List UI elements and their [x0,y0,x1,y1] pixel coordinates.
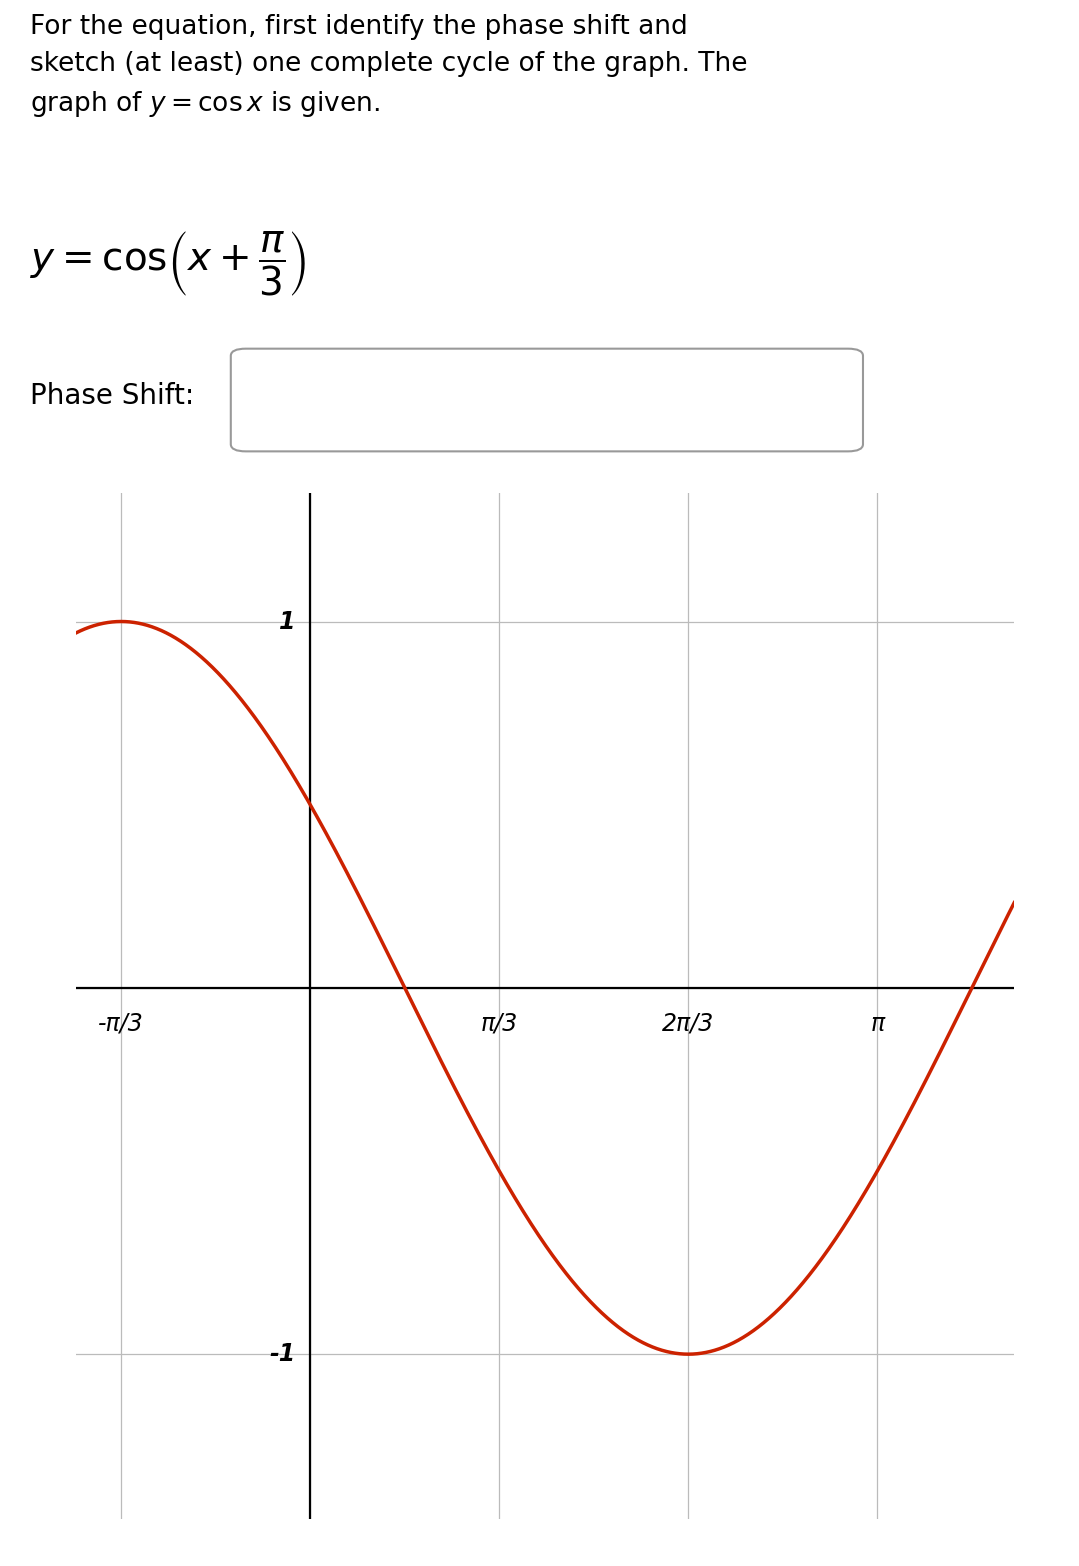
Text: Phase Shift:: Phase Shift: [30,382,194,410]
Text: π: π [871,1012,885,1035]
Text: $y = \cos\!\left(x + \dfrac{\pi}{3}\right)$: $y = \cos\!\left(x + \dfrac{\pi}{3}\righ… [30,229,306,298]
Text: 1: 1 [279,609,296,634]
Text: π/3: π/3 [480,1012,518,1035]
FancyBboxPatch shape [231,349,863,451]
Text: -1: -1 [270,1342,296,1366]
Text: 2π/3: 2π/3 [663,1012,714,1035]
Text: -π/3: -π/3 [98,1012,144,1035]
Text: For the equation, first identify the phase shift and
sketch (at least) one compl: For the equation, first identify the pha… [30,14,748,119]
